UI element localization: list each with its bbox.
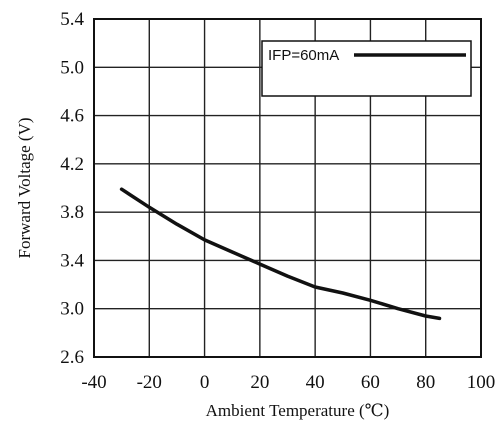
x-tick-label: 20: [250, 372, 269, 393]
y-tick-label: 4.6: [60, 106, 84, 127]
y-tick-label: 4.2: [60, 154, 84, 175]
x-tick-label: -40: [81, 372, 106, 393]
y-tick-label: 2.6: [60, 347, 84, 368]
y-tick-label: 5.0: [60, 57, 84, 78]
y-tick-label: 3.4: [60, 250, 84, 271]
y-tick-label: 5.4: [60, 9, 84, 30]
x-axis-label: Ambient Temperature (℃): [206, 401, 390, 420]
x-tick-label: 0: [200, 372, 210, 393]
x-tick-label: 100: [467, 372, 496, 393]
x-axis-ticks: -40 -20 0 20 40 60 80 100: [81, 372, 495, 393]
y-tick-label: 3.8: [60, 202, 84, 223]
y-axis-ticks: 2.6 3.0 3.4 3.8 4.2 4.6 5.0 5.4: [60, 9, 84, 368]
legend: IFP=60mA: [261, 40, 472, 97]
y-axis-label: Forward Voltage (V): [15, 117, 34, 258]
plot-frame: [93, 18, 482, 358]
x-tick-label: -20: [137, 372, 162, 393]
x-tick-label: 80: [416, 372, 435, 393]
y-tick-label: 3.0: [60, 299, 84, 320]
x-tick-label: 60: [361, 372, 380, 393]
series-line: [119, 187, 442, 321]
legend-box: [261, 40, 472, 97]
series-layer: [119, 187, 442, 321]
x-tick-label: 40: [306, 372, 325, 393]
legend-label: IFP=60mA: [268, 47, 339, 64]
